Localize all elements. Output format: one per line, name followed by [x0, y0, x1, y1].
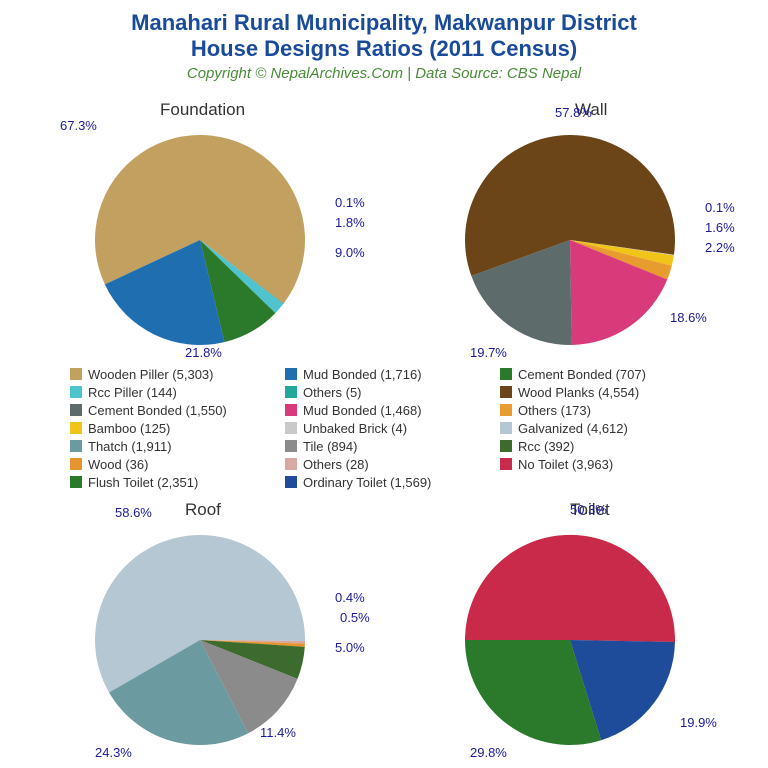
legend-swatch — [285, 386, 297, 398]
legend-swatch — [285, 422, 297, 434]
pct-label: 57.8% — [555, 105, 592, 120]
pct-label: 0.4% — [335, 590, 365, 605]
legend-item: Flush Toilet (2,351) — [70, 473, 280, 491]
legend-item: No Toilet (3,963) — [500, 455, 710, 473]
legend-swatch — [285, 458, 297, 470]
legend-label: Wood (36) — [88, 457, 148, 472]
legend-label: Galvanized (4,612) — [518, 421, 628, 436]
legend-label: Ordinary Toilet (1,569) — [303, 475, 431, 490]
legend-item: Tile (894) — [285, 437, 495, 455]
legend-swatch — [500, 368, 512, 380]
legend-label: Cement Bonded (1,550) — [88, 403, 227, 418]
legend-swatch — [70, 368, 82, 380]
legend-label: Others (28) — [303, 457, 369, 472]
legend-item: Rcc Piller (144) — [70, 383, 280, 401]
pct-label: 50.3% — [570, 502, 607, 517]
legend-swatch — [500, 386, 512, 398]
pct-label: 0.5% — [340, 610, 370, 625]
legend-label: Others (5) — [303, 385, 362, 400]
legend-swatch — [500, 440, 512, 452]
legend-label: Unbaked Brick (4) — [303, 421, 407, 436]
pct-label: 5.0% — [335, 640, 365, 655]
pct-label: 0.1% — [705, 200, 735, 215]
legend-item: Others (5) — [285, 383, 495, 401]
pie-slice — [465, 535, 675, 642]
legend-item: Others (28) — [285, 455, 495, 473]
pct-label: 58.6% — [115, 505, 152, 520]
legend-swatch — [70, 386, 82, 398]
legend-label: Mud Bonded (1,468) — [303, 403, 422, 418]
legend-item: Wooden Piller (5,303) — [70, 365, 280, 383]
pct-label: 24.3% — [95, 745, 132, 760]
legend-item: Mud Bonded (1,716) — [285, 365, 495, 383]
legend-item: Galvanized (4,612) — [500, 419, 710, 437]
legend-swatch — [70, 458, 82, 470]
legend-label: Cement Bonded (707) — [518, 367, 646, 382]
roof-chart: Roof 58.6%0.4%0.5%5.0%11.4%24.3% — [40, 500, 360, 760]
legend-swatch — [285, 368, 297, 380]
legend-label: Tile (894) — [303, 439, 357, 454]
legend-swatch — [70, 404, 82, 416]
legend-col: Cement Bonded (707) Wood Planks (4,554) Ot… — [500, 365, 710, 473]
legend-label: Wood Planks (4,554) — [518, 385, 639, 400]
legend-swatch — [500, 422, 512, 434]
legend-item: Cement Bonded (707) — [500, 365, 710, 383]
legend-item: Rcc (392) — [500, 437, 710, 455]
pct-label: 2.2% — [705, 240, 735, 255]
page-subtitle: Copyright © NepalArchives.Com | Data Sou… — [0, 65, 768, 82]
legend-swatch — [70, 440, 82, 452]
legend-swatch — [70, 422, 82, 434]
pct-label: 1.6% — [705, 220, 735, 235]
legend-swatch — [285, 440, 297, 452]
pct-label: 9.0% — [335, 245, 365, 260]
legend-item: Wood Planks (4,554) — [500, 383, 710, 401]
legend-label: Mud Bonded (1,716) — [303, 367, 422, 382]
legend-item: Bamboo (125) — [70, 419, 280, 437]
legend-item: Mud Bonded (1,468) — [285, 401, 495, 419]
legend-label: Flush Toilet (2,351) — [88, 475, 198, 490]
pct-label: 11.4% — [260, 725, 296, 740]
legend-swatch — [500, 458, 512, 470]
legend-label: No Toilet (3,963) — [518, 457, 613, 472]
chart-container: Manahari Rural Municipality, Makwanpur D… — [0, 0, 768, 768]
legend-col: Mud Bonded (1,716) Others (5) Mud Bonded (… — [285, 365, 495, 491]
legend-label: Wooden Piller (5,303) — [88, 367, 214, 382]
pct-label: 0.1% — [335, 195, 365, 210]
legend-swatch — [285, 404, 297, 416]
foundation-chart: Foundation 67.3%0.1%1.8%9.0%21.8% — [40, 100, 360, 360]
pct-label: 18.6% — [670, 310, 707, 325]
pct-label: 67.3% — [60, 118, 97, 133]
pct-label: 29.8% — [470, 745, 507, 760]
roof-title: Roof — [185, 500, 221, 520]
foundation-title: Foundation — [160, 100, 245, 120]
pct-label: 21.8% — [185, 345, 222, 360]
pct-label: 19.7% — [470, 345, 507, 360]
legend-item: Thatch (1,911) — [70, 437, 280, 455]
pct-label: 1.8% — [335, 215, 365, 230]
legend-item: Ordinary Toilet (1,569) — [285, 473, 495, 491]
legend-col: Wooden Piller (5,303) Rcc Piller (144) Cem… — [70, 365, 280, 491]
toilet-chart: Toilet 50.3%19.9%29.8% — [410, 500, 730, 760]
legend-label: Rcc Piller (144) — [88, 385, 177, 400]
legend-item: Cement Bonded (1,550) — [70, 401, 280, 419]
legend-label: Others (173) — [518, 403, 591, 418]
legend-label: Bamboo (125) — [88, 421, 170, 436]
legend-swatch — [500, 404, 512, 416]
page-title: Manahari Rural Municipality, Makwanpur D… — [0, 0, 768, 63]
legend-item: Unbaked Brick (4) — [285, 419, 495, 437]
legend-label: Rcc (392) — [518, 439, 574, 454]
legend-item: Others (173) — [500, 401, 710, 419]
legend-swatch — [70, 476, 82, 488]
legend-label: Thatch (1,911) — [88, 439, 172, 454]
legend-swatch — [285, 476, 297, 488]
wall-chart: Wall 57.8%0.1%1.6%2.2%18.6%19.7% — [410, 100, 730, 360]
legend-item: Wood (36) — [70, 455, 280, 473]
pct-label: 19.9% — [680, 715, 717, 730]
